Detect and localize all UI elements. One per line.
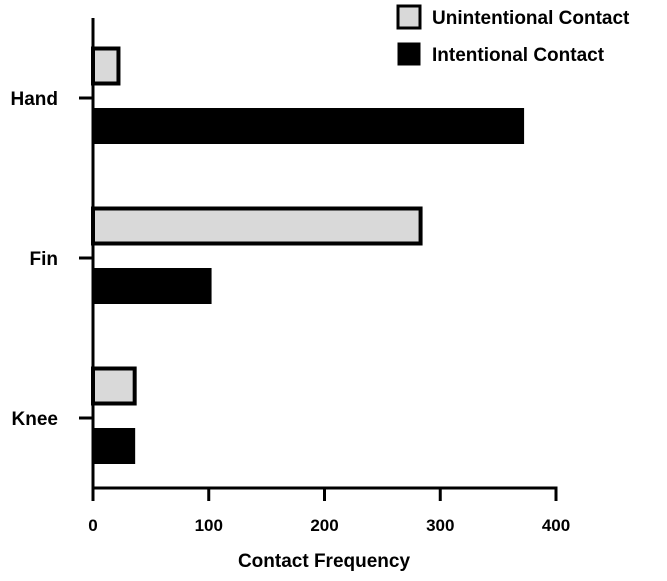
x-tick-label: 400 xyxy=(542,516,570,535)
bar-fin-intentional xyxy=(92,268,212,304)
bar-hand-intentional xyxy=(92,108,525,144)
bar-hand-unintentional xyxy=(91,46,121,86)
bar-knee-unintentional xyxy=(91,366,137,406)
legend-label-intentional: Intentional Contact xyxy=(432,45,605,66)
legend-label-unintentional: Unintentional Contact xyxy=(432,8,630,29)
category-label-fin: Fin xyxy=(30,249,59,270)
x-ticks: 0 100 200 300 400 xyxy=(88,488,570,535)
category-label-knee: Knee xyxy=(12,409,58,430)
x-tick-label: 0 xyxy=(88,516,97,535)
x-tick-label: 300 xyxy=(426,516,454,535)
legend-swatch-intentional xyxy=(397,42,421,66)
x-axis-title: Contact Frequency xyxy=(238,551,411,572)
x-tick-label: 200 xyxy=(310,516,338,535)
axes xyxy=(91,18,558,490)
legend-swatch-unintentional xyxy=(396,4,422,30)
bar-fin-unintentional xyxy=(91,206,423,246)
bar-knee-intentional xyxy=(92,428,136,464)
category-label-hand: Hand xyxy=(11,89,59,110)
x-tick-label: 100 xyxy=(195,516,223,535)
bars xyxy=(91,46,525,464)
y-categories: Hand Fin Knee xyxy=(11,89,93,430)
legend: Unintentional Contact Intentional Contact xyxy=(396,4,630,66)
